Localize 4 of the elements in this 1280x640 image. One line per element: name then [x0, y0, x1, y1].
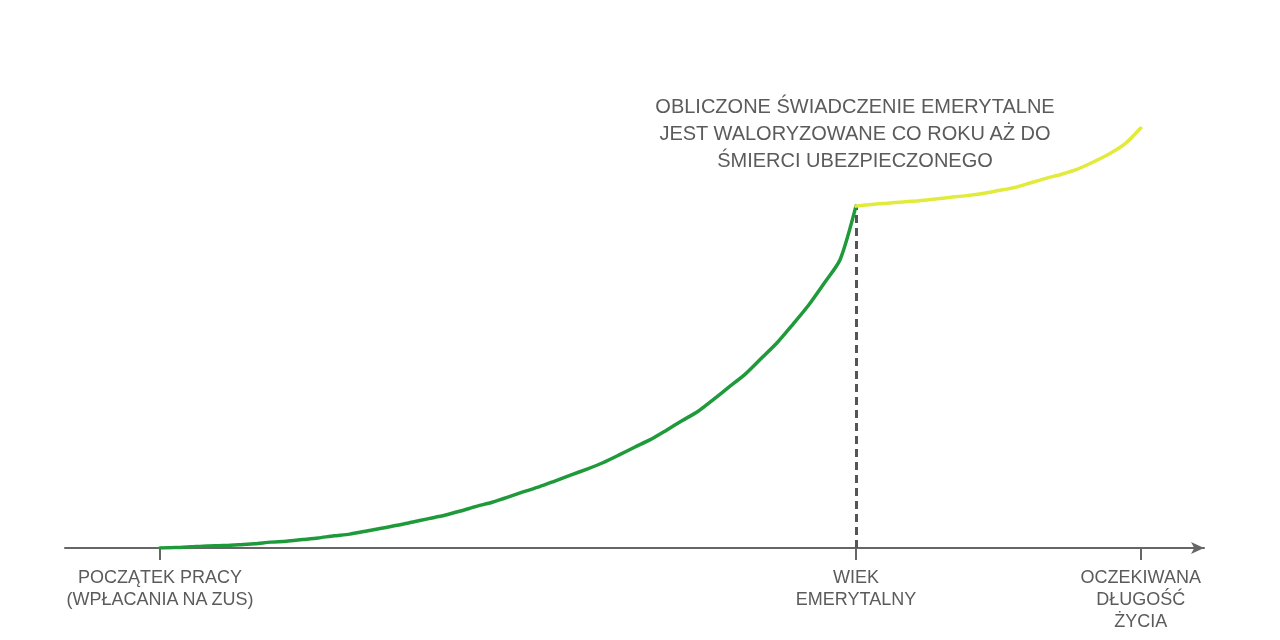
- x-tick-label: OCZEKIWANA DŁUGOŚĆ ŻYCIA: [1080, 567, 1201, 631]
- annotation: OBLICZONE ŚWIADCZENIE EMERYTALNE JEST WALORYZOWANE CO ROKU AŻ DO ŚMIERCI UBEZPIECZONEGO: [655, 93, 1055, 171]
- x-tick-label: POCZĄTEK PRACY (WPŁACANIA NA ZUS): [66, 567, 254, 609]
- x-tick-label: WIEK EMERYTALNY: [795, 567, 917, 609]
